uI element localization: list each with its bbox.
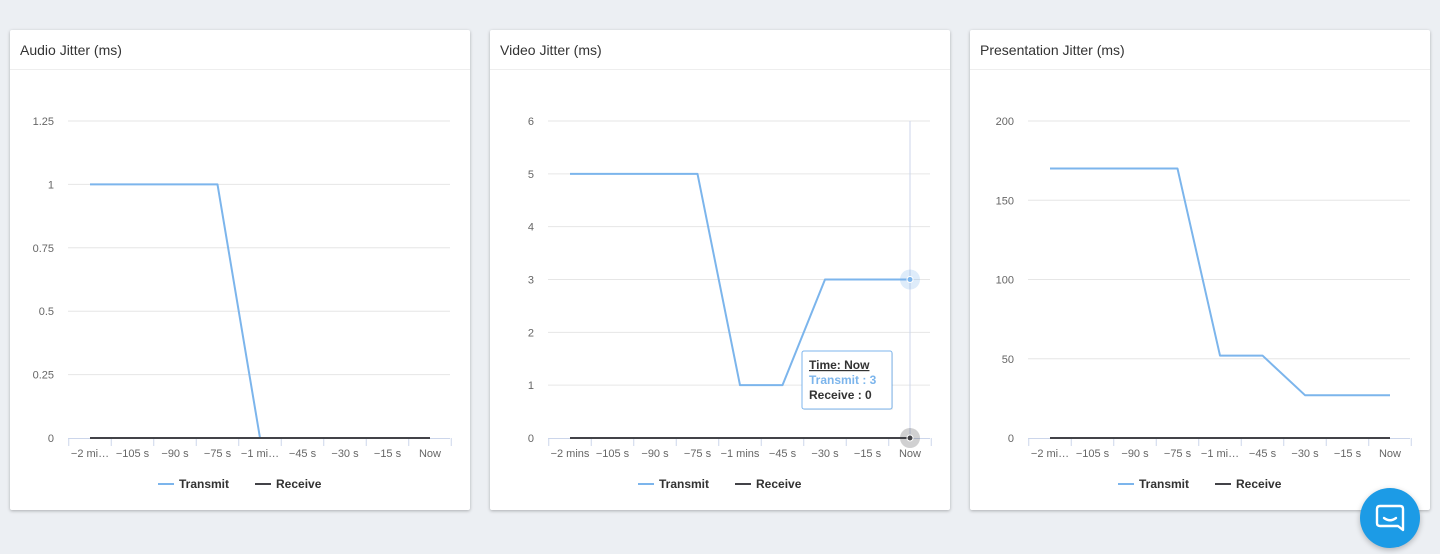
x-tick-label: −30 s [811, 448, 839, 460]
x-tick-label: −30 s [1291, 448, 1319, 460]
y-tick-label: 1 [528, 380, 534, 392]
video-jitter-chart: 0 1 2 3 4 5 6 −2 mins −105 s −90 s −75 s −1 mins −45… [528, 116, 932, 491]
x-tick-label: −75 s [1164, 448, 1192, 460]
x-tick-label: −15 s [1334, 448, 1362, 460]
x-tick-label: −1 mi… [1201, 448, 1239, 460]
legend-receive-label: Receive [1236, 477, 1282, 491]
presentation-jitter-card: Presentation Jitter (ms) 0 50 100 150 200 −2 … [970, 30, 1430, 510]
x-tick-label: −75 s [204, 448, 232, 460]
x-tick-label: −90 s [641, 448, 669, 460]
y-tick-label: 0.75 [33, 243, 54, 255]
y-tick-label: 0.5 [39, 306, 54, 318]
x-tick-label: −105 s [1076, 448, 1110, 460]
x-tick-label: −105 s [116, 448, 150, 460]
tooltip-transmit: Transmit : 3 [809, 373, 877, 387]
tooltip-receive: Receive : 0 [809, 388, 872, 402]
x-tick-label: −105 s [596, 448, 630, 460]
y-tick-label: 0 [48, 433, 54, 445]
y-tick-label: 150 [996, 195, 1014, 207]
x-tick-label: Now [419, 448, 441, 460]
x-tick-label: −90 s [161, 448, 189, 460]
y-tick-label: 50 [1002, 354, 1014, 366]
y-tick-label: 2 [528, 327, 534, 339]
y-tick-label: 0 [528, 433, 534, 445]
y-tick-label: 1 [48, 179, 54, 191]
y-tick-label: 4 [528, 222, 534, 234]
x-tick-label: −2 mi… [71, 448, 109, 460]
card-title: Audio Jitter (ms) [10, 30, 470, 70]
card-title: Presentation Jitter (ms) [970, 30, 1430, 70]
legend-transmit-label: Transmit [1139, 477, 1189, 491]
x-tick-label: −75 s [684, 448, 712, 460]
y-tick-label: 0 [1008, 433, 1014, 445]
x-tick-label: −1 mins [721, 448, 760, 460]
x-tick-label: −15 s [374, 448, 402, 460]
y-tick-label: 6 [528, 116, 534, 128]
x-tick-label: −45 s [289, 448, 317, 460]
x-tick-label: −15 s [854, 448, 882, 460]
x-tick-label: −1 mi… [241, 448, 279, 460]
transmit-series-line [1050, 167, 1390, 397]
x-tick-label: −90 s [1121, 448, 1149, 460]
legend-transmit-label: Transmit [659, 477, 709, 491]
audio-jitter-card: Audio Jitter (ms) 0 0.25 0.5 0.75 1 1.25 −2 mi… [10, 30, 470, 510]
receive-point-marker [906, 434, 914, 442]
y-tick-label: 5 [528, 169, 534, 181]
x-tick-label: −2 mi… [1031, 448, 1069, 460]
tooltip-time: Time: Now [809, 358, 870, 372]
legend-transmit-label: Transmit [179, 477, 229, 491]
tooltip-box [801, 350, 893, 410]
x-tick-label: −45 s [769, 448, 797, 460]
video-jitter-card: Video Jitter (ms) 0 1 2 3 4 5 6 −2 mins −105 s −9… [490, 30, 950, 510]
legend-receive-label: Receive [276, 477, 322, 491]
x-tick-label: Now [899, 448, 921, 460]
card-title: Video Jitter (ms) [490, 30, 950, 70]
x-tick-label: −30 s [331, 448, 359, 460]
y-tick-label: 1.25 [33, 116, 54, 128]
y-tick-label: 3 [528, 275, 534, 287]
x-tick-label: Now [1379, 448, 1401, 460]
y-tick-label: 100 [996, 275, 1014, 287]
x-tick-label: −2 mins [551, 448, 590, 460]
chat-bubble-icon [1375, 504, 1405, 532]
legend-receive-label: Receive [756, 477, 802, 491]
y-tick-label: 0.25 [33, 370, 54, 382]
y-tick-label: 200 [996, 116, 1014, 128]
transmit-series-line [570, 172, 910, 387]
transmit-point-marker [906, 276, 914, 283]
presentation-jitter-chart: 0 50 100 150 200 −2 mi… −105 s −90 s −75 s −1 mi…… [996, 116, 1412, 491]
chat-button[interactable] [1360, 488, 1420, 548]
x-tick-label: −45 s [1249, 448, 1277, 460]
